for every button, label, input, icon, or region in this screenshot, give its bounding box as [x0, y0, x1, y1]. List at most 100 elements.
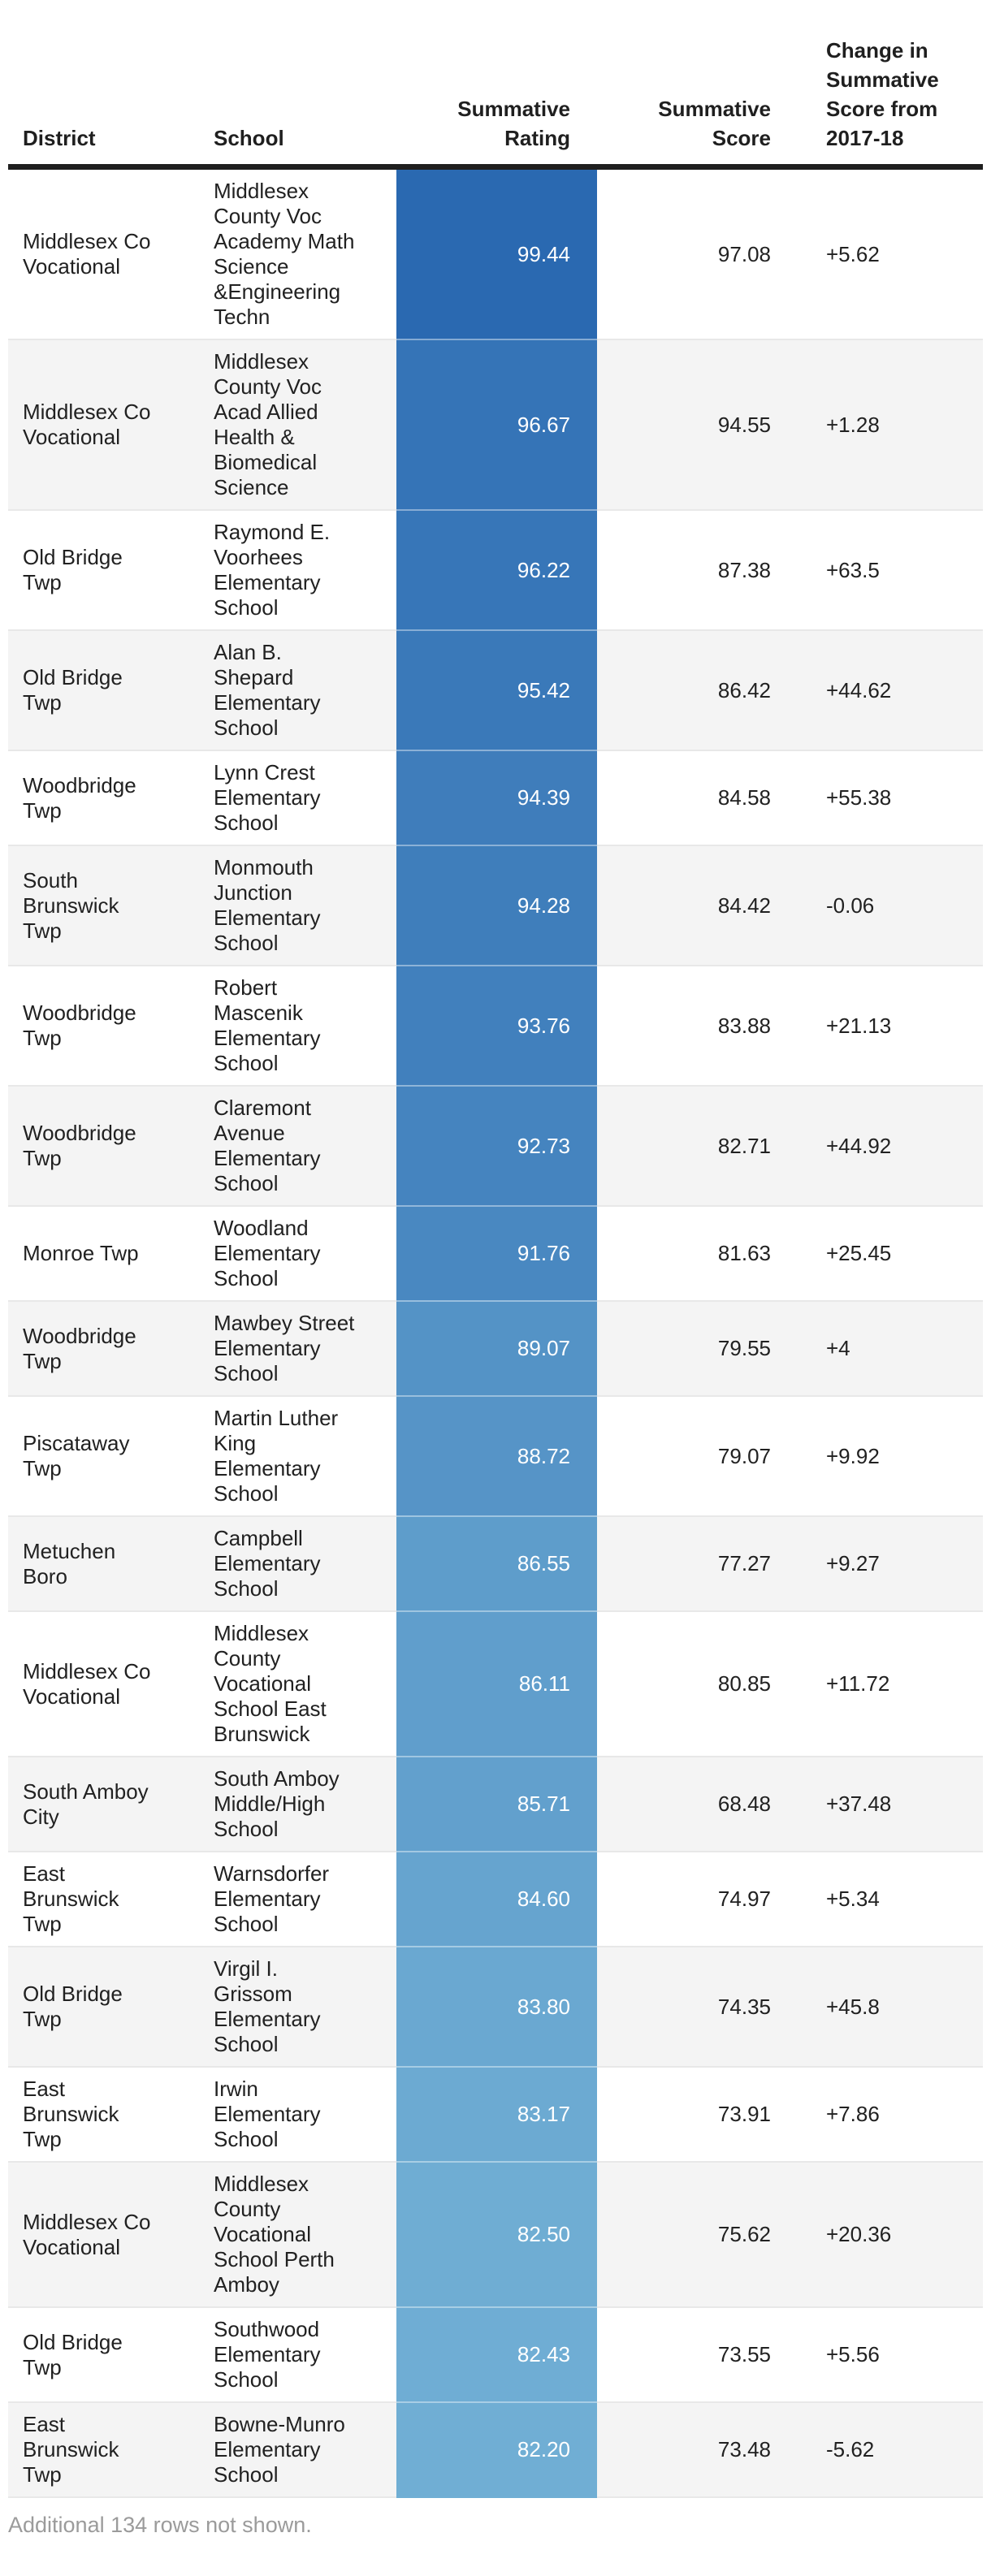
- table-row: South Amboy City South Amboy Middle/High…: [8, 1756, 983, 1851]
- district-cell: East Brunswick Twp: [8, 1851, 214, 1946]
- summative-rating-cell: 89.07: [396, 1300, 597, 1395]
- summative-score-cell: 84.42: [597, 845, 800, 965]
- district-cell: Old Bridge Twp: [8, 1946, 214, 2066]
- score-change-cell: +9.27: [800, 1515, 983, 1610]
- school-cell: Robert Mascenik Elementary School: [214, 965, 396, 1085]
- table-row: Old Bridge Twp Alan B. Shepard Elementar…: [8, 629, 983, 750]
- table-row: Monroe Twp Woodland Elementary School 91…: [8, 1205, 983, 1300]
- rows-not-shown-note: Additional 134 rows not shown.: [8, 2513, 312, 2537]
- table-row: Woodbridge Twp Robert Mascenik Elementar…: [8, 965, 983, 1085]
- school-cell: Southwood Elementary School: [214, 2306, 396, 2401]
- table-row: East Brunswick Twp Irwin Elementary Scho…: [8, 2066, 983, 2161]
- district-cell: Woodbridge Twp: [8, 965, 214, 1085]
- school-cell: Warnsdorfer Elementary School: [214, 1851, 396, 1946]
- score-change-cell: +44.62: [800, 629, 983, 750]
- summative-score-cell: 97.08: [597, 170, 800, 339]
- district-cell: Metuchen Boro: [8, 1515, 214, 1610]
- summative-rating-cell: 83.80: [396, 1946, 597, 2066]
- school-cell: South Amboy Middle/High School: [214, 1756, 396, 1851]
- summative-score-cell: 73.48: [597, 2401, 800, 2498]
- summative-rating-cell: 96.67: [396, 339, 597, 509]
- score-change-cell: +45.8: [800, 1946, 983, 2066]
- summative-score-cell: 73.55: [597, 2306, 800, 2401]
- summative-score-cell: 73.91: [597, 2066, 800, 2161]
- summative-score-cell: 77.27: [597, 1515, 800, 1610]
- summative-score-cell: 94.55: [597, 339, 800, 509]
- table-row: East Brunswick Twp Warnsdorfer Elementar…: [8, 1851, 983, 1946]
- table-row: Middlesex Co Vocational Middlesex County…: [8, 170, 983, 339]
- summative-rating-cell: 92.73: [396, 1085, 597, 1205]
- summative-rating-cell: 86.55: [396, 1515, 597, 1610]
- table-row: Middlesex Co Vocational Middlesex County…: [8, 1610, 983, 1756]
- summative-score-cell: 82.71: [597, 1085, 800, 1205]
- table-body: Middlesex Co Vocational Middlesex County…: [8, 170, 983, 2498]
- summative-rating-cell: 94.28: [396, 845, 597, 965]
- school-cell: Virgil I. Grissom Elementary School: [214, 1946, 396, 2066]
- score-change-cell: +7.86: [800, 2066, 983, 2161]
- score-change-cell: +5.62: [800, 170, 983, 339]
- summative-rating-cell: 94.39: [396, 750, 597, 845]
- summative-score-cell: 80.85: [597, 1610, 800, 1756]
- summative-rating-cell: 88.72: [396, 1395, 597, 1515]
- summative-score-cell: 86.42: [597, 629, 800, 750]
- score-change-cell: +5.56: [800, 2306, 983, 2401]
- school-cell: Claremont Avenue Elementary School: [214, 1085, 396, 1205]
- summative-rating-cell: 83.17: [396, 2066, 597, 2161]
- school-cell: Middlesex County Vocational School Perth…: [214, 2161, 396, 2306]
- summative-score-cell: 74.35: [597, 1946, 800, 2066]
- table-row: Middlesex Co Vocational Middlesex County…: [8, 339, 983, 509]
- district-cell: Woodbridge Twp: [8, 750, 214, 845]
- school-cell: Middlesex County Vocational School East …: [214, 1610, 396, 1756]
- score-change-cell: +55.38: [800, 750, 983, 845]
- summative-rating-cell: 82.20: [396, 2401, 597, 2498]
- district-cell: Old Bridge Twp: [8, 629, 214, 750]
- score-change-cell: +25.45: [800, 1205, 983, 1300]
- school-cell: Middlesex County Voc Academy Math Scienc…: [214, 170, 396, 339]
- district-cell: South Amboy City: [8, 1756, 214, 1851]
- table-row: Piscataway Twp Martin Luther King Elemen…: [8, 1395, 983, 1515]
- column-header-school: School: [214, 0, 396, 170]
- table-row: Metuchen Boro Campbell Elementary School…: [8, 1515, 983, 1610]
- school-cell: Campbell Elementary School: [214, 1515, 396, 1610]
- score-change-cell: +5.34: [800, 1851, 983, 1946]
- district-cell: Middlesex Co Vocational: [8, 339, 214, 509]
- school-cell: Mawbey Street Elementary School: [214, 1300, 396, 1395]
- summative-score-cell: 79.55: [597, 1300, 800, 1395]
- score-change-cell: -5.62: [800, 2401, 983, 2498]
- summative-rating-cell: 82.43: [396, 2306, 597, 2401]
- district-cell: South Brunswick Twp: [8, 845, 214, 965]
- summative-score-cell: 81.63: [597, 1205, 800, 1300]
- summative-rating-cell: 82.50: [396, 2161, 597, 2306]
- school-cell: Alan B. Shepard Elementary School: [214, 629, 396, 750]
- summative-rating-cell: 95.42: [396, 629, 597, 750]
- table-row: Woodbridge Twp Lynn Crest Elementary Sch…: [8, 750, 983, 845]
- header-row: District School Summative Rating Summati…: [8, 0, 983, 170]
- summative-rating-cell: 91.76: [396, 1205, 597, 1300]
- school-cell: Lynn Crest Elementary School: [214, 750, 396, 845]
- district-cell: East Brunswick Twp: [8, 2066, 214, 2161]
- school-cell: Irwin Elementary School: [214, 2066, 396, 2161]
- school-cell: Monmouth Junction Elementary School: [214, 845, 396, 965]
- school-cell: Raymond E. Voorhees Elementary School: [214, 509, 396, 629]
- district-cell: Woodbridge Twp: [8, 1300, 214, 1395]
- district-cell: Monroe Twp: [8, 1205, 214, 1300]
- column-header-score-change: Change in Summative Score from 2017-18: [800, 0, 983, 170]
- score-change-cell: +4: [800, 1300, 983, 1395]
- score-change-cell: +20.36: [800, 2161, 983, 2306]
- school-cell: Middlesex County Voc Acad Allied Health …: [214, 339, 396, 509]
- score-change-cell: +9.92: [800, 1395, 983, 1515]
- table-row: Woodbridge Twp Claremont Avenue Elementa…: [8, 1085, 983, 1205]
- table-row: East Brunswick Twp Bowne-Munro Elementar…: [8, 2401, 983, 2498]
- score-change-cell: +21.13: [800, 965, 983, 1085]
- score-change-cell: +63.5: [800, 509, 983, 629]
- district-cell: Old Bridge Twp: [8, 2306, 214, 2401]
- summative-rating-cell: 85.71: [396, 1756, 597, 1851]
- table-row: South Brunswick Twp Monmouth Junction El…: [8, 845, 983, 965]
- school-ratings-table: District School Summative Rating Summati…: [8, 0, 983, 2498]
- score-change-cell: -0.06: [800, 845, 983, 965]
- summative-score-cell: 79.07: [597, 1395, 800, 1515]
- column-header-summative-rating: Summative Rating: [396, 0, 597, 170]
- district-cell: East Brunswick Twp: [8, 2401, 214, 2498]
- summative-score-cell: 83.88: [597, 965, 800, 1085]
